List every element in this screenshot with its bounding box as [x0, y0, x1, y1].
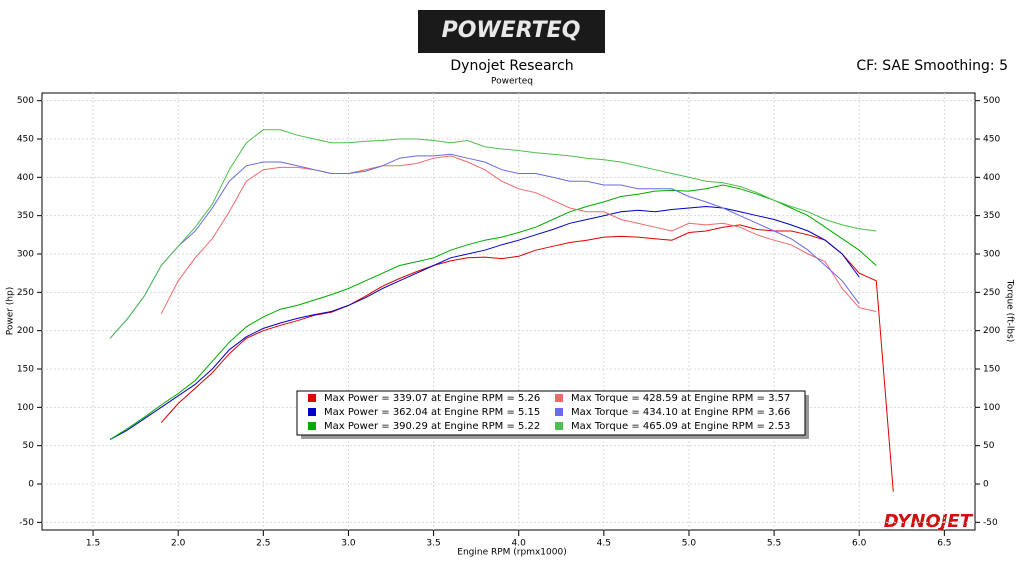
y2-tick-label: 50: [983, 441, 995, 451]
legend-swatch: [308, 394, 316, 402]
y-tick-label: 200: [17, 326, 34, 336]
legend-swatch: [308, 408, 316, 416]
y-tick-label: 150: [17, 365, 34, 375]
x-tick-label: 2.5: [256, 539, 270, 549]
y-tick-label: 0: [28, 480, 34, 490]
chart-title: Dynojet Research: [450, 58, 573, 74]
x-tick-label: 6.5: [937, 539, 951, 549]
y-tick-label: 100: [17, 403, 34, 413]
y2-tick-label: 400: [983, 173, 1000, 183]
y2-tick-label: 0: [983, 480, 989, 490]
y-tick-label: 50: [23, 441, 35, 451]
y-tick-label: 250: [17, 288, 34, 298]
x-tick-label: 2.0: [171, 539, 186, 549]
y-tick-label: 450: [17, 135, 34, 145]
legend-label: Max Torque = 434.10 at Engine RPM = 3.66: [571, 407, 790, 418]
x-tick-label: 3.5: [426, 539, 440, 549]
x-tick-label: 5.0: [682, 539, 697, 549]
legend-label: Max Torque = 428.59 at Engine RPM = 3.57: [571, 393, 790, 404]
y2-axis-label: Torque (ft-lbs): [1005, 279, 1015, 343]
y2-tick-label: 200: [983, 326, 1000, 336]
series-line: [160, 224, 894, 492]
x-tick-label: 4.5: [597, 539, 611, 549]
y-tick-label: 500: [17, 96, 34, 106]
y2-tick-label: 100: [983, 403, 1000, 413]
legend-swatch: [308, 422, 316, 430]
x-axis-label: Engine RPM (rpmx1000): [457, 548, 566, 558]
y-tick-label: -50: [19, 518, 34, 528]
logo: POWERTEQ: [442, 18, 581, 43]
x-tick-label: 3.0: [341, 539, 356, 549]
y2-tick-label: 450: [983, 135, 1000, 145]
y-axis-label: Power (hp): [6, 287, 16, 336]
y-tick-label: 400: [17, 173, 34, 183]
y2-tick-label: 500: [983, 96, 1000, 106]
legend-label: Max Power = 362.04 at Engine RPM = 5.15: [324, 407, 540, 418]
legend-label: Max Power = 390.29 at Engine RPM = 5.22: [324, 421, 540, 432]
y-tick-label: 300: [17, 250, 34, 260]
y2-tick-label: 150: [983, 365, 1000, 375]
annotation: CF: SAE Smoothing: 5: [856, 58, 1008, 74]
legend-swatch: [555, 394, 563, 402]
series-line: [160, 155, 877, 315]
legend-swatch: [555, 422, 563, 430]
y2-tick-label: 350: [983, 211, 1000, 221]
legend-label: Max Torque = 465.09 at Engine RPM = 2.53: [571, 421, 790, 432]
x-tick-label: 4.0: [512, 539, 527, 549]
legend-label: Max Power = 339.07 at Engine RPM = 5.26: [324, 393, 540, 404]
x-tick-label: 5.5: [767, 539, 781, 549]
y2-tick-label: 250: [983, 288, 1000, 298]
y2-tick-label: -50: [983, 518, 998, 528]
legend-swatch: [555, 408, 563, 416]
series-line: [109, 153, 860, 339]
logo-box: [418, 10, 605, 53]
chart-subtitle: Powerteq: [491, 77, 533, 87]
y-tick-label: 350: [17, 211, 34, 221]
x-tick-label: 1.5: [86, 539, 100, 549]
series-line: [109, 184, 877, 440]
legend-box: [296, 390, 806, 436]
brand-logo: DYNOJET: [884, 511, 974, 532]
series-line: [109, 129, 877, 339]
x-tick-label: 6.0: [852, 539, 867, 549]
y2-tick-label: 300: [983, 250, 1000, 260]
series-line: [109, 205, 860, 440]
plot-frame: [41, 92, 976, 531]
